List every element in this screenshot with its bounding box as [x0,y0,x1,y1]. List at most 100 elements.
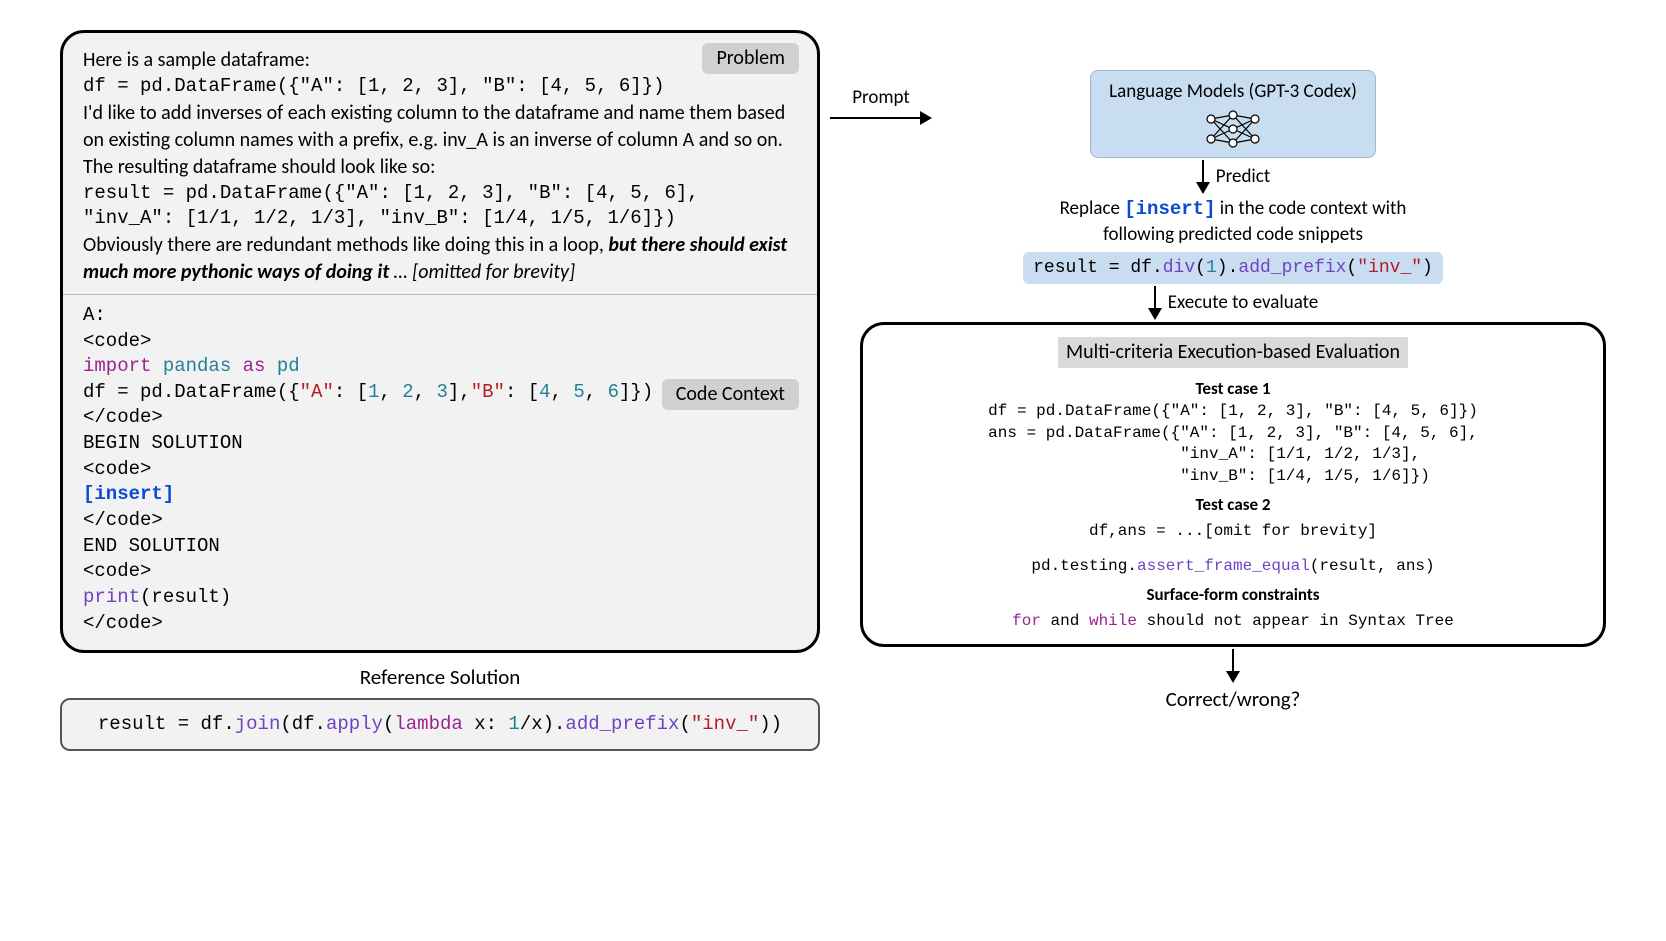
assert-args: (result, ans) [1310,557,1435,575]
ref-addp: add_prefix [565,713,679,735]
language-model-box: Language Models (GPT-3 Codex) [1090,70,1376,158]
cc-l10: END SOLUTION [83,534,797,560]
prompt-label: Prompt [852,85,910,111]
predicted-snippet: result = df.div(1).add_prefix("inv_") [1023,252,1443,284]
eval-title: Multi-criteria Execution-based Evaluatio… [1058,337,1408,368]
code-context-tag: Code Context [662,379,799,410]
replace-block: Replace [insert] in the code context wit… [1023,196,1443,285]
tc2-label: Test case 2 [881,494,1585,517]
tc1-label: Test case 1 [881,378,1585,401]
cc-l12: print(result) [83,585,797,611]
surf-while: while [1089,612,1137,630]
cc-l4-n6: 6 [608,381,619,403]
execute-arrow: Execute to evaluate [1148,284,1319,322]
ref-pre: result = df. [98,713,235,735]
surf-mid: and [1041,612,1089,630]
panel-separator [63,294,817,295]
replace-l1b: [insert] [1124,198,1215,220]
cc-l4-n4: 4 [539,381,550,403]
right-column: Language Models (GPT-3 Codex) Predict [860,30,1606,714]
cc-l3-import: import [83,355,151,377]
problem-code-1: df = pd.DataFrame({"A": [1, 2, 3], "B": … [83,74,797,100]
assert-pre: pd.testing. [1031,557,1137,575]
cc-l4-sA: "A" [300,381,334,403]
predict-arrow: Predict [1196,158,1270,196]
ref-m5: ( [679,713,690,735]
cc-l4-c1: , [379,381,402,403]
surface-title: Surface-form constraints [881,584,1585,607]
cc-l7: <code> [83,457,797,483]
reference-code: result = df.join(df.apply(lambda x: 1/x)… [82,712,798,738]
problem-code-2: result = pd.DataFrame({"A": [1, 2, 3], "… [83,181,797,232]
prompt-arrow: Prompt [830,85,932,125]
diagram-root: Problem Here is a sample dataframe: df =… [60,30,1606,751]
final-arrow [1226,649,1240,683]
cc-l9: </code> [83,508,797,534]
cc-l1: A: [83,303,797,329]
execute-label: Execute to evaluate [1168,290,1319,316]
problem-tag: Problem [702,43,799,74]
tc1-l4: "inv_B": [1/4, 1/5, 1/6]}) [988,467,1430,485]
cc-l4-m3: : [ [505,381,539,403]
replace-l1c: in the code context with [1215,197,1406,220]
sn-addp: add_prefix [1238,258,1346,278]
neural-net-icon [1203,109,1263,149]
sn-m2: ). [1217,258,1239,278]
tc2-code: df,ans = ...[omit for brevity] [1089,521,1377,543]
ref-m2: ( [383,713,394,735]
assert-fn: assert_frame_equal [1137,557,1310,575]
sn-div: div [1163,258,1195,278]
reference-solution-label: Reference Solution [60,663,820,691]
cc-l8-insert: [insert] [83,482,797,508]
ref-end: )) [759,713,782,735]
cc-l3-as: as [243,355,266,377]
assert-code: pd.testing.assert_frame_equal(result, an… [1031,556,1434,578]
cc-l4-pre: df = pd.DataFrame({ [83,381,300,403]
replace-l2: following predicted code snippets [1023,222,1443,248]
surf-end: should not appear in Syntax Tree [1137,612,1454,630]
lm-title: Language Models (GPT-3 Codex) [1109,79,1357,105]
sn-m3: ( [1346,258,1357,278]
cc-l3-pandas: pandas [151,355,242,377]
problem-line-2: I'd like to add inverses of each existin… [83,100,797,154]
ref-m4: /x). [520,713,566,735]
cc-l4-m2: ], [448,381,471,403]
cc-l12-print: print [83,586,140,608]
tc1-l1: df = pd.DataFrame({"A": [1, 2, 3], "B": … [988,402,1478,420]
cc-l3-pd: pd [265,355,299,377]
problem-panel: Problem Here is a sample dataframe: df =… [60,30,820,653]
tc1-code: df = pd.DataFrame({"A": [1, 2, 3], "B": … [988,401,1478,487]
cc-l13: </code> [83,611,797,637]
evaluation-panel: Multi-criteria Execution-based Evaluatio… [860,322,1606,647]
cc-l3: import pandas as pd [83,354,797,380]
problem-line-3: The resulting dataframe should look like… [83,154,797,181]
cc-l2: <code> [83,329,797,355]
p4-c: … [omitted for brevity] [389,260,575,284]
cc-l4-c3: , [551,381,574,403]
ref-one: 1 [508,713,519,735]
cc-l4-sB: "B" [471,381,505,403]
ref-str: "inv_" [691,713,759,735]
sn-m1: ( [1195,258,1206,278]
left-column: Problem Here is a sample dataframe: df =… [60,30,820,751]
ref-m1: (df. [280,713,326,735]
cc-l4-n3: 3 [437,381,448,403]
final-label: Correct/wrong? [1166,685,1301,713]
cc-l11: <code> [83,559,797,585]
sn-pre: result = df. [1033,258,1163,278]
ref-lambda: lambda [394,713,462,735]
cc-l4-n5: 5 [573,381,584,403]
cc-l4-c2: , [414,381,437,403]
cc-l4-m1: : [ [334,381,368,403]
tc1-l3: "inv_A": [1/1, 1/2, 1/3], [988,445,1420,463]
ref-m3: x: [463,713,509,735]
ref-join: join [235,713,281,735]
surface-line: for and while should not appear in Synta… [1012,611,1454,633]
predict-label: Predict [1216,164,1270,190]
reference-solution-box: result = df.join(df.apply(lambda x: 1/x)… [60,698,820,752]
sn-one: 1 [1206,258,1217,278]
problem-line-1: Here is a sample dataframe: [83,47,797,74]
cc-l4-c4: , [585,381,608,403]
cc-l4-n1: 1 [368,381,379,403]
surf-for: for [1012,612,1041,630]
